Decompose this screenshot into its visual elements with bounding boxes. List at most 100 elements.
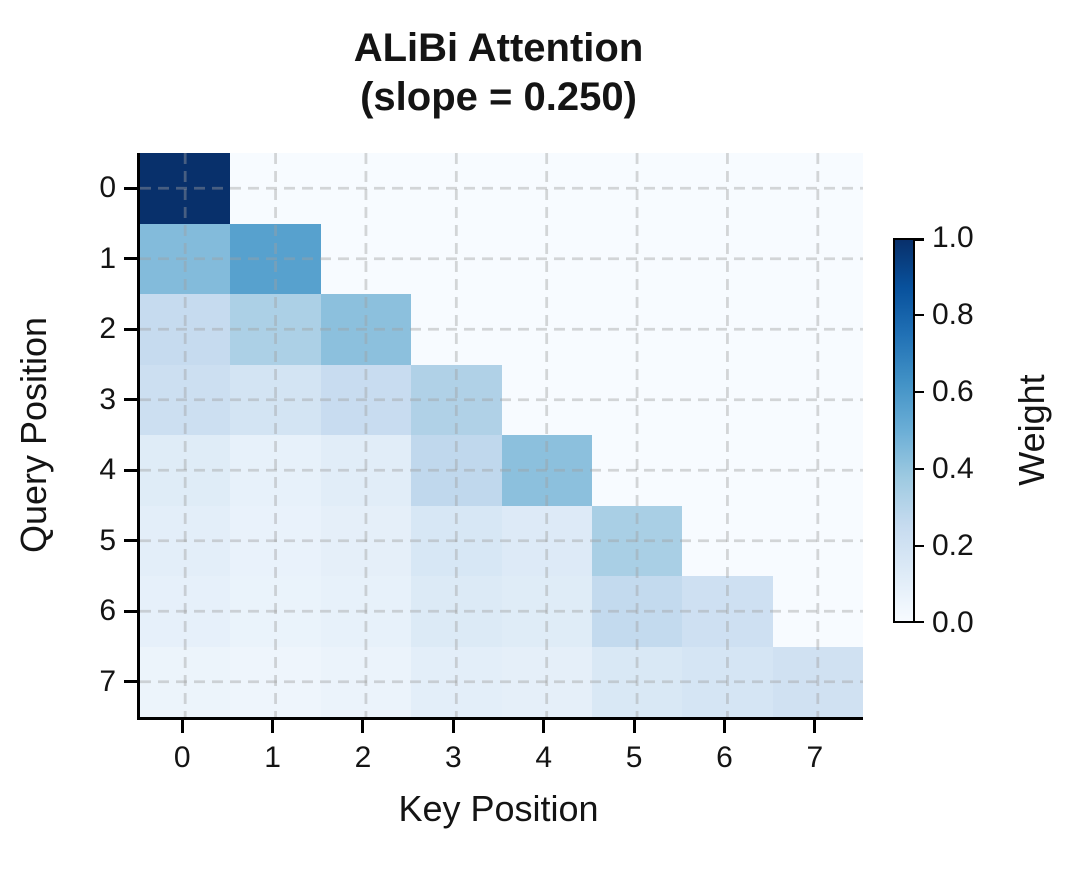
heatmap-cell bbox=[411, 364, 502, 435]
heatmap-cell bbox=[411, 435, 502, 506]
heatmap-cell bbox=[591, 646, 683, 717]
heatmap-cell bbox=[682, 223, 773, 294]
colorbar-tick-label: 0.2 bbox=[932, 529, 974, 562]
x-axis-tick bbox=[542, 720, 546, 733]
y-axis-tick bbox=[124, 398, 137, 402]
heatmap-cell bbox=[320, 435, 412, 506]
heatmap-cell bbox=[772, 435, 863, 506]
heatmap-cell bbox=[411, 153, 502, 224]
heatmap-cell bbox=[501, 153, 592, 224]
heatmap-cell bbox=[501, 505, 592, 576]
colorbar-tick bbox=[915, 544, 924, 548]
x-axis-tick bbox=[361, 720, 365, 733]
y-tick-label: 2 bbox=[99, 312, 116, 346]
heatmap-cell bbox=[230, 576, 321, 647]
y-axis-tick bbox=[124, 609, 137, 613]
heatmap-cell bbox=[320, 505, 412, 576]
heatmap-cell bbox=[140, 364, 231, 435]
heatmap-cell bbox=[411, 576, 502, 647]
heatmap-cell bbox=[682, 364, 773, 435]
y-tick-label: 4 bbox=[99, 453, 116, 487]
heatmap-cell bbox=[320, 576, 412, 647]
heatmap-cell bbox=[411, 646, 502, 717]
heatmap-cell bbox=[230, 646, 321, 717]
y-tick-label: 3 bbox=[99, 382, 116, 416]
heatmap-cell bbox=[140, 153, 231, 224]
heatmap-cell bbox=[320, 646, 412, 717]
chart-title: ALiBi Attention bbox=[353, 26, 644, 70]
heatmap-cell bbox=[682, 153, 773, 224]
x-axis-tick bbox=[271, 720, 275, 733]
x-tick-label: 0 bbox=[173, 741, 191, 774]
heatmap-cells bbox=[140, 153, 863, 717]
heatmap-cell bbox=[591, 435, 683, 506]
heatmap-cell bbox=[772, 505, 863, 576]
y-axis-tick bbox=[124, 257, 137, 261]
x-tick-label: 1 bbox=[264, 741, 281, 774]
y-axis-tick bbox=[124, 327, 137, 331]
heatmap-cell bbox=[501, 223, 592, 294]
y-tick-label: 0 bbox=[99, 171, 116, 205]
chart-subtitle: (slope = 0.250) bbox=[360, 75, 637, 119]
heatmap-cell bbox=[591, 505, 683, 576]
heatmap-cell bbox=[140, 646, 231, 717]
colorbar-tick bbox=[915, 313, 924, 317]
heatmap-cell bbox=[411, 505, 502, 576]
heatmap-cell bbox=[230, 364, 321, 435]
heatmap-cell bbox=[772, 294, 863, 365]
colorbar-tick-label: 0.6 bbox=[932, 375, 974, 408]
x-axis-tick bbox=[722, 720, 726, 733]
heatmap-cell bbox=[320, 294, 412, 365]
chart-title-block: ALiBi Attention (slope = 0.250) bbox=[137, 24, 860, 122]
y-axis-tick bbox=[124, 539, 137, 543]
heatmap-cell bbox=[140, 294, 231, 365]
heatmap-cell bbox=[411, 294, 502, 365]
colorbar-label: Weight bbox=[1011, 374, 1052, 486]
heatmap-cell bbox=[591, 153, 683, 224]
heatmap-cell bbox=[230, 223, 321, 294]
x-axis-tick bbox=[180, 720, 184, 733]
colorbar-tick-label: 1.0 bbox=[932, 221, 974, 254]
heatmap-cell bbox=[230, 294, 321, 365]
colorbar-tick-label: 0.8 bbox=[932, 298, 974, 331]
heatmap-cell bbox=[230, 435, 321, 506]
colorbar-tick bbox=[915, 467, 924, 471]
heatmap-cell bbox=[682, 294, 773, 365]
heatmap-cell bbox=[772, 646, 863, 717]
y-tick-label: 6 bbox=[99, 594, 116, 628]
heatmap-cell bbox=[772, 223, 863, 294]
x-axis-tick bbox=[632, 720, 636, 733]
heatmap-cell bbox=[411, 223, 502, 294]
heatmap-cell bbox=[682, 505, 773, 576]
heatmap-cell bbox=[591, 576, 683, 647]
heatmap-cell bbox=[140, 576, 231, 647]
y-axis-tick bbox=[124, 468, 137, 472]
y-tick-label: 7 bbox=[99, 664, 116, 698]
heatmap-cell bbox=[772, 153, 863, 224]
x-tick-label: 3 bbox=[444, 741, 462, 774]
heatmap-cell bbox=[591, 294, 683, 365]
heatmap-cell bbox=[501, 435, 592, 506]
x-tick-label: 5 bbox=[625, 741, 643, 774]
y-axis-label: Query Position bbox=[13, 316, 54, 554]
heatmap-cell bbox=[682, 576, 773, 647]
heatmap-cell bbox=[140, 223, 231, 294]
heatmap-cell bbox=[772, 576, 863, 647]
colorbar-tick bbox=[915, 390, 924, 394]
colorbar-tick bbox=[915, 238, 924, 241]
heatmap-cell bbox=[320, 364, 412, 435]
colorbar bbox=[893, 238, 915, 623]
colorbar-tick-label: 0.4 bbox=[932, 452, 974, 485]
x-axis-tick bbox=[813, 720, 817, 733]
heatmap-cell bbox=[320, 223, 412, 294]
y-tick-label: 1 bbox=[99, 241, 116, 275]
y-tick-label: 5 bbox=[99, 523, 116, 557]
heatmap-plot-area bbox=[137, 153, 863, 720]
heatmap-cell bbox=[682, 435, 773, 506]
heatmap-cell bbox=[230, 505, 321, 576]
heatmap-cell bbox=[230, 153, 321, 224]
x-axis-tick bbox=[451, 720, 455, 733]
colorbar-tick-label: 0.0 bbox=[932, 606, 974, 639]
x-tick-label: 7 bbox=[806, 741, 824, 774]
